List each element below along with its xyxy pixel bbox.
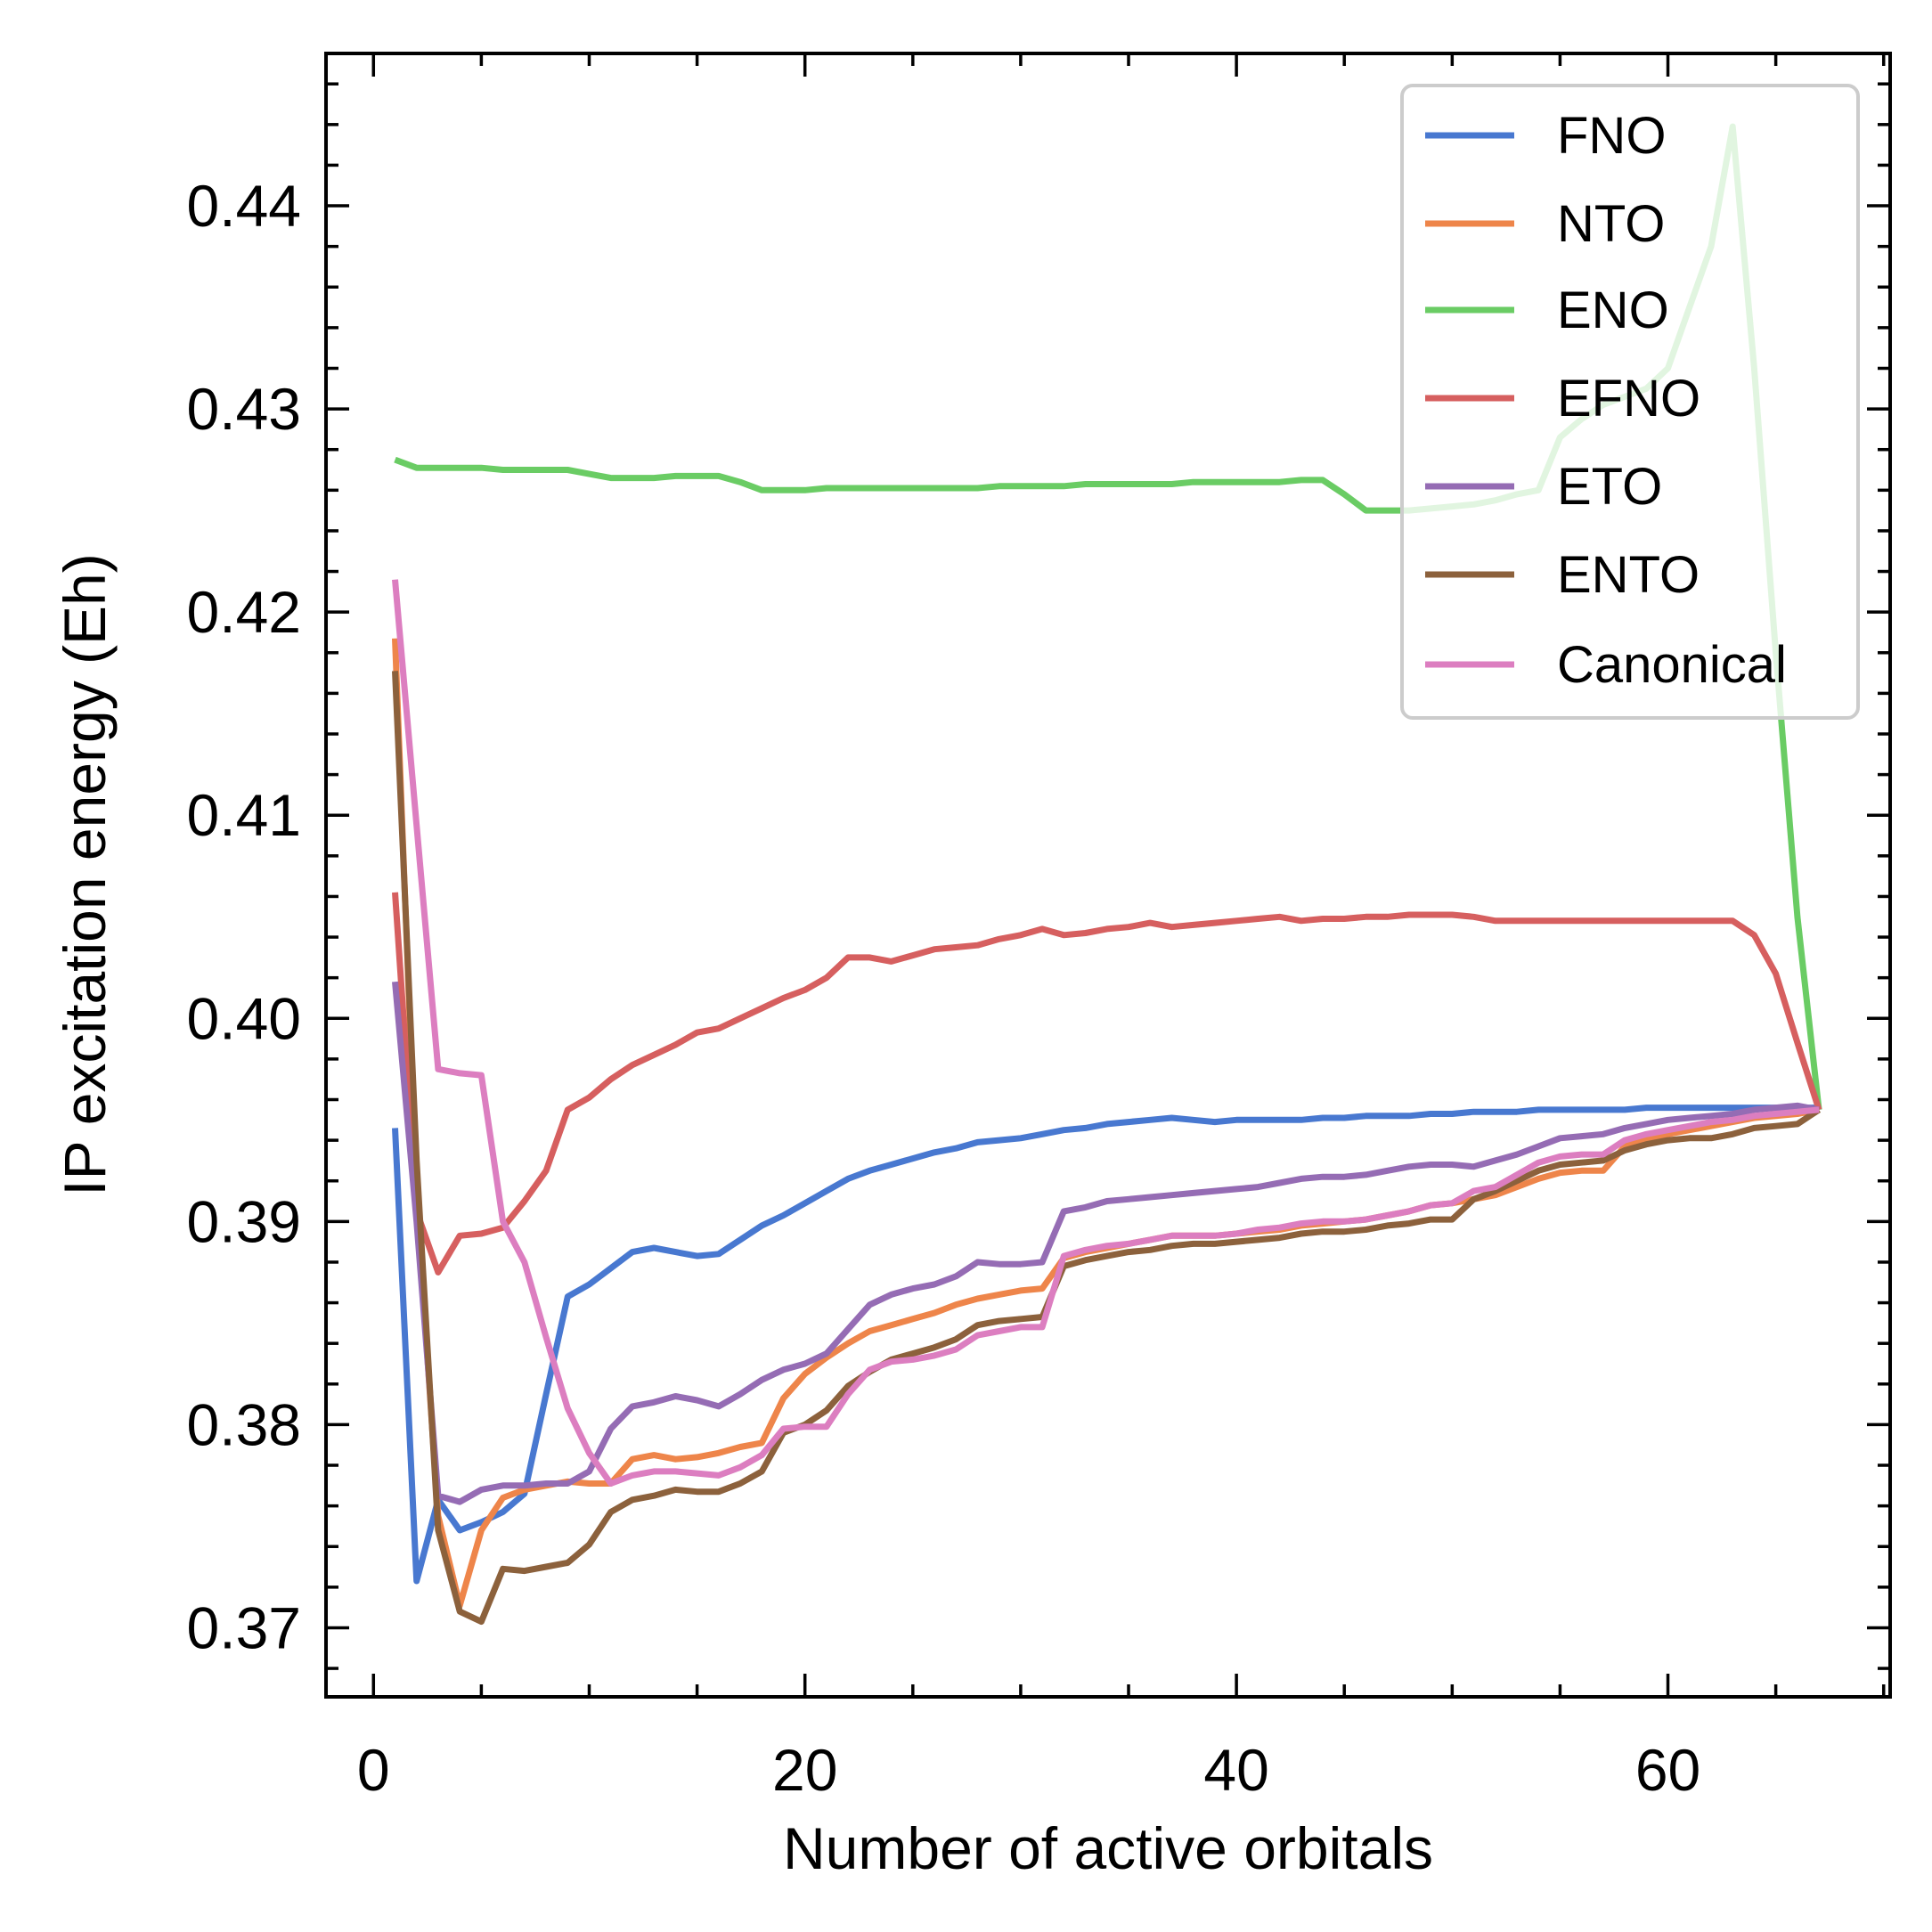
x-tick-label: 0 <box>357 1737 390 1803</box>
series-line-eto <box>392 981 1820 1505</box>
y-tick-label: 0.40 <box>187 985 301 1051</box>
series-line-ento <box>392 671 1822 1626</box>
series-line-canonical <box>392 579 1820 1487</box>
x-axis-label: Number of active orbitals <box>783 1815 1433 1881</box>
y-tick-label: 0.43 <box>187 376 301 442</box>
y-tick-label: 0.39 <box>187 1188 301 1254</box>
legend-label-efno: EFNO <box>1557 370 1700 428</box>
x-tick-label: 60 <box>1635 1737 1700 1803</box>
y-tick-label: 0.37 <box>187 1594 301 1660</box>
legend-label-canonical: Canonical <box>1557 636 1787 694</box>
legend-label-fno: FNO <box>1557 107 1666 165</box>
y-axis-label: IP excitation energy (Eh) <box>52 553 118 1196</box>
legend-label-ento: ENTO <box>1557 546 1700 604</box>
legend-label-eto: ETO <box>1557 458 1662 516</box>
tick-labels: 0 20 40 60 0.37 0.38 0.39 0.40 0.41 0.42 0.43 0.44 <box>187 173 1701 1803</box>
y-tick-label: 0.42 <box>187 579 301 645</box>
plot-frame <box>324 52 1892 1699</box>
series-line-fno <box>392 1105 1820 1585</box>
y-tick-label: 0.44 <box>187 173 301 239</box>
minor-ticks <box>326 53 1890 1697</box>
x-tick-label: 40 <box>1203 1737 1268 1803</box>
legend-frame <box>1400 84 1860 720</box>
major-ticks <box>326 53 1890 1697</box>
series-line-efno <box>392 892 1822 1276</box>
legend-label-nto: NTO <box>1557 195 1665 253</box>
legend-label-eno: ENO <box>1557 281 1669 339</box>
legend: FNO NTO ENO EFNO ETO ENTO Canonical <box>1400 84 1860 720</box>
x-tick-label: 20 <box>772 1737 837 1803</box>
y-tick-label: 0.41 <box>187 782 301 848</box>
y-tick-label: 0.38 <box>187 1391 301 1457</box>
